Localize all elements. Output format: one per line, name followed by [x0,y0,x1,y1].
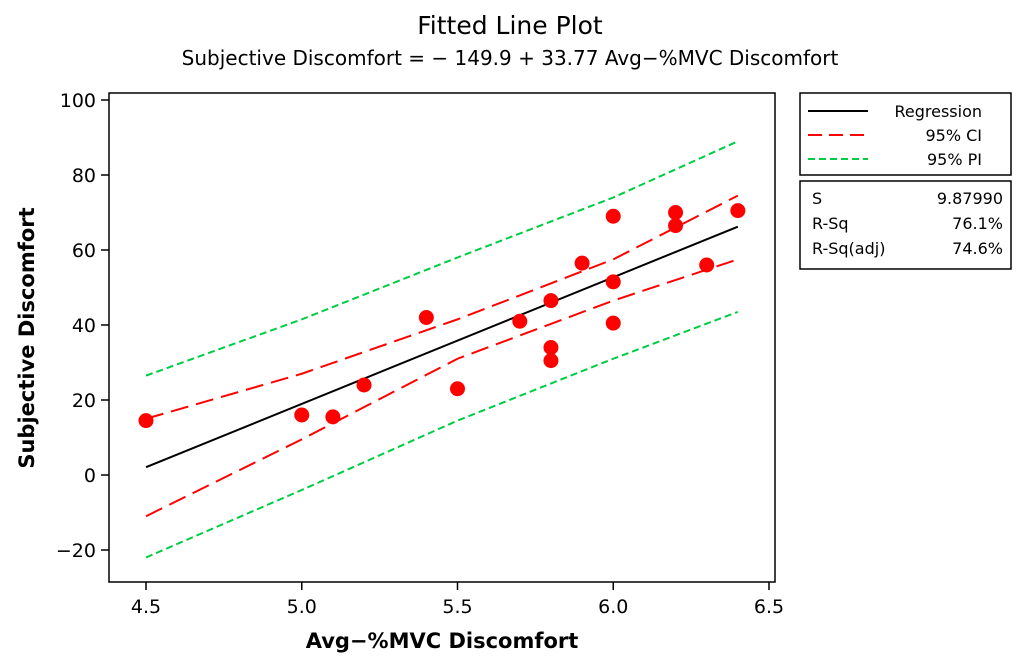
y-tick-label: 80 [72,165,96,187]
x-axis: 4.5 5.0 5.5 6.0 6.5 [131,582,784,618]
data-point [512,313,528,329]
legend: Regression 95% CI 95% PI [808,102,982,169]
x-tick-label: 5.0 [287,596,317,618]
stats: S 9.87990 R-Sq 76.1% R-Sq(adj) 74.6% [812,189,1003,258]
plot-area [108,92,776,583]
legend-label: 95% CI [925,126,982,145]
y-axis-label: Subjective Discomfort [15,207,39,468]
series-95-ci-lower [145,258,739,518]
series-layer [145,140,739,559]
data-point [605,208,621,224]
x-tick-label: 6.0 [598,596,628,618]
x-tick-label: 4.5 [131,596,161,618]
series-regression [145,225,739,469]
stat-label: R-Sq(adj) [812,239,885,258]
y-tick-label: 20 [72,390,96,412]
data-point [730,203,746,219]
data-point [356,377,372,393]
data-point [605,315,621,331]
x-tick-label: 5.5 [442,596,472,618]
data-point [605,274,621,290]
data-point [574,255,590,271]
data-points [138,203,746,429]
data-point [699,257,715,273]
y-tick-label: 0 [84,465,96,487]
stat-label: R-Sq [812,214,849,233]
legend-label: 95% PI [927,150,982,169]
stat-value: 9.87990 [937,189,1003,208]
chart-title: Fitted Line Plot [417,11,603,40]
data-point [138,413,154,429]
x-axis-label: Avg−%MVC Discomfort [306,629,579,653]
data-point [294,407,310,423]
series-95-pi-lower [145,310,739,559]
series-95-pi-upper [145,140,739,377]
stat-value: 74.6% [952,239,1003,258]
data-point [325,409,341,425]
data-point [543,340,559,355]
stat-value: 76.1% [952,214,1003,233]
data-point [450,381,465,397]
stats-box [799,180,1012,270]
chart-subtitle: Subjective Discomfort = − 149.9 + 33.77 … [182,46,839,70]
y-axis: −20 0 20 40 60 80 100 [56,90,109,562]
y-tick-label: 40 [72,315,96,337]
y-tick-label: 60 [72,240,96,262]
stat-label: S [812,189,822,208]
legend-label: Regression [894,102,982,121]
data-point [543,353,559,369]
data-point [668,205,684,220]
data-point [668,218,684,234]
x-tick-label: 6.5 [754,596,784,618]
y-tick-label: 100 [60,90,96,112]
y-tick-label: −20 [56,540,96,562]
data-point [418,310,434,325]
series-95-ci-upper [145,194,739,420]
data-point [543,293,559,309]
